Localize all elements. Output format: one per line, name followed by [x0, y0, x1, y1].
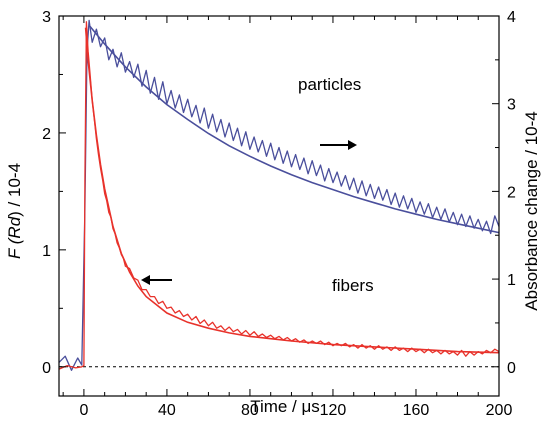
- y-left-tick-label: 1: [42, 243, 51, 260]
- arrow-left-icon: [141, 275, 172, 285]
- x-tick-label: 120: [320, 402, 347, 419]
- y-left-title-part-3: ) / 10-4: [5, 163, 24, 217]
- x-tick-label: 200: [486, 402, 513, 419]
- arrow-right-icon: [320, 140, 357, 150]
- y-right-tick-label: 2: [507, 184, 516, 201]
- y-right-tick-label: 3: [507, 97, 516, 114]
- annotation-particles: particles: [298, 75, 361, 94]
- x-axis-title: Time / μs: [250, 397, 320, 416]
- y-axis-left-title: F (Rd) / 10-4: [5, 163, 24, 259]
- x-tick-label: 40: [158, 402, 176, 419]
- y-right-tick-label: 1: [507, 272, 516, 289]
- y-axis-right-title: Absorbance change / 10-4: [522, 111, 541, 310]
- y-left-tick-label: 3: [42, 9, 51, 26]
- y-left-tick-label: 0: [42, 360, 51, 377]
- y-left-tick-label: 2: [42, 126, 51, 143]
- series-fibers-fit: [84, 27, 500, 354]
- y-left-title-part-2: Rd: [5, 216, 24, 238]
- x-tick-label: 160: [403, 402, 430, 419]
- y-right-tick-label: 0: [507, 360, 516, 377]
- series-particles-fit: [89, 25, 500, 234]
- y-right-tick-label: 4: [507, 9, 516, 26]
- annotation-fibers: fibers: [332, 276, 374, 295]
- x-tick-label: 80: [241, 402, 259, 419]
- series-particles-raw: [58, 19, 500, 371]
- x-tick-label: 0: [79, 402, 88, 419]
- plot-frame: [58, 15, 500, 397]
- series-fibers-raw: [58, 21, 500, 370]
- y-left-title-part-1: F (: [5, 236, 24, 259]
